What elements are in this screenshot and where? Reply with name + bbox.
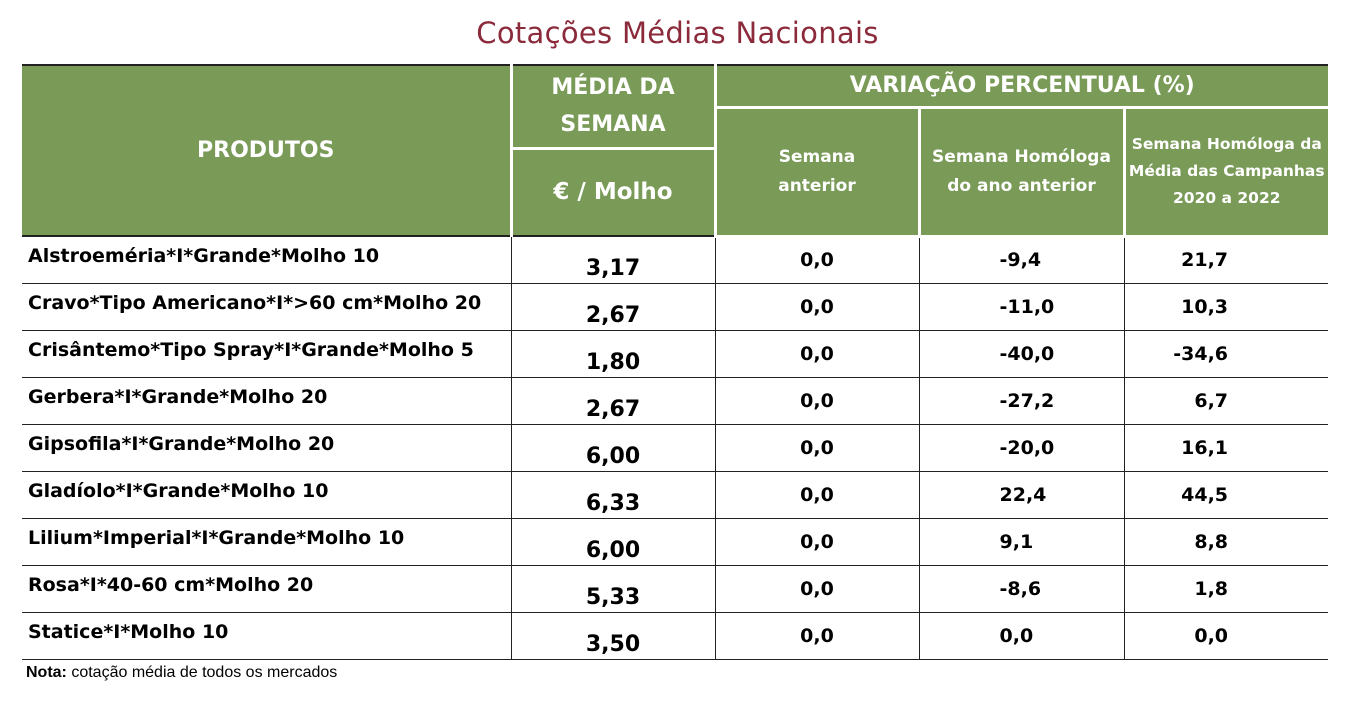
semana-anterior-value: 0,0 bbox=[714, 612, 919, 660]
product-name: Crisântemo*Tipo Spray*I*Grande*Molho 5 bbox=[22, 330, 511, 378]
table-row: Statice*I*Molho 10 3,50 0,0 0,0 0,0 bbox=[22, 612, 1329, 660]
semana-anterior-value: 0,0 bbox=[714, 330, 919, 378]
product-name: Statice*I*Molho 10 bbox=[22, 612, 511, 660]
table-row: Cravo*Tipo Americano*I*>60 cm*Molho 20 2,… bbox=[22, 283, 1329, 331]
footnote-label: Nota: bbox=[26, 664, 67, 681]
semana-homologa-value: -40,0 bbox=[918, 330, 1124, 378]
header-media-line2: SEMANA bbox=[560, 112, 666, 138]
media-semana-value: 3,50 bbox=[510, 612, 715, 660]
media-campanhas-value: -34,6 bbox=[1123, 330, 1329, 378]
footnote-text: cotação média de todos os mercados bbox=[66, 664, 338, 681]
table-row: Rosa*I*40-60 cm*Molho 20 5,33 0,0 -8,6 1,8 bbox=[22, 565, 1329, 613]
media-campanhas-value: 6,7 bbox=[1123, 377, 1329, 425]
prices-table: PRODUTOS MÉDIA DA SEMANA VARIAÇÃO PERCEN… bbox=[22, 64, 1329, 660]
media-campanhas-value: 21,7 bbox=[1123, 236, 1329, 284]
media-campanhas-value: 8,8 bbox=[1123, 518, 1329, 566]
semana-homologa-value: 9,1 bbox=[918, 518, 1124, 566]
product-name: Lilium*Imperial*I*Grande*Molho 10 bbox=[22, 518, 511, 566]
media-semana-value: 3,17 bbox=[510, 236, 715, 284]
media-campanhas-value: 10,3 bbox=[1123, 283, 1329, 331]
semana-anterior-value: 0,0 bbox=[714, 424, 919, 472]
header-media-semana: MÉDIA DA SEMANA bbox=[509, 64, 717, 149]
product-name: Gladíolo*I*Grande*Molho 10 bbox=[22, 471, 511, 519]
media-semana-value: 6,33 bbox=[510, 471, 715, 519]
semana-anterior-value: 0,0 bbox=[714, 565, 919, 613]
header-col1-line1: Semana bbox=[778, 146, 856, 167]
semana-homologa-value: 0,0 bbox=[918, 612, 1124, 660]
semana-anterior-value: 0,0 bbox=[714, 283, 919, 331]
semana-homologa-value: -11,0 bbox=[918, 283, 1124, 331]
product-name: Gerbera*I*Grande*Molho 20 bbox=[22, 377, 511, 425]
semana-homologa-value: -9,4 bbox=[918, 236, 1124, 284]
semana-anterior-value: 0,0 bbox=[714, 518, 919, 566]
header-col1-line2: anterior bbox=[778, 175, 856, 196]
header-col2-line1: Semana Homóloga bbox=[932, 146, 1111, 167]
header-unit: € / Molho bbox=[509, 146, 717, 237]
semana-anterior-value: 0,0 bbox=[714, 236, 919, 284]
semana-homologa-value: -8,6 bbox=[918, 565, 1124, 613]
page-title: Cotações Médias Nacionais bbox=[476, 16, 879, 50]
media-semana-value: 5,33 bbox=[510, 565, 715, 613]
product-name: Cravo*Tipo Americano*I*>60 cm*Molho 20 bbox=[22, 283, 511, 331]
table-row: Lilium*Imperial*I*Grande*Molho 10 6,00 0,0… bbox=[22, 518, 1329, 566]
media-semana-value: 6,00 bbox=[510, 424, 715, 472]
semana-homologa-value: -20,0 bbox=[918, 424, 1124, 472]
header-col3-line1: Semana Homóloga da bbox=[1131, 135, 1322, 153]
media-semana-value: 6,00 bbox=[510, 518, 715, 566]
table-row: Gipsofila*I*Grande*Molho 20 6,00 0,0 -20,0 1… bbox=[22, 424, 1329, 472]
header-semana-anterior: Semana anterior bbox=[713, 105, 921, 238]
table-row: Crisântemo*Tipo Spray*I*Grande*Molho 5 1,… bbox=[22, 330, 1329, 378]
header-col2-line2: do ano anterior bbox=[947, 175, 1096, 196]
semana-homologa-value: -27,2 bbox=[918, 377, 1124, 425]
table-row: Gladíolo*I*Grande*Molho 10 6,33 0,0 22,4 44,… bbox=[22, 471, 1329, 519]
table-row: Alstroeméria*I*Grande*Molho 10 3,17 0,0 -9,… bbox=[22, 236, 1329, 284]
media-campanhas-value: 0,0 bbox=[1123, 612, 1329, 660]
media-semana-value: 2,67 bbox=[510, 377, 715, 425]
table-row: Gerbera*I*Grande*Molho 20 2,67 0,0 -27,2 6,7 bbox=[22, 377, 1329, 425]
header-variacao: VARIAÇÃO PERCENTUAL (%) bbox=[713, 64, 1329, 109]
product-name: Gipsofila*I*Grande*Molho 20 bbox=[22, 424, 511, 472]
media-semana-value: 2,67 bbox=[510, 283, 715, 331]
header-produtos: PRODUTOS bbox=[22, 64, 513, 237]
media-campanhas-value: 16,1 bbox=[1123, 424, 1329, 472]
header-col3-line3: 2020 a 2022 bbox=[1173, 189, 1281, 207]
media-campanhas-value: 44,5 bbox=[1123, 471, 1329, 519]
header-col3-line2: Média das Campanhas bbox=[1128, 162, 1325, 180]
semana-anterior-value: 0,0 bbox=[714, 377, 919, 425]
header-media-line1: MÉDIA DA bbox=[551, 75, 675, 101]
header-semana-homologa: Semana Homóloga do ano anterior bbox=[917, 105, 1126, 238]
footnote: Nota: cotação média de todos os mercados bbox=[26, 664, 337, 682]
media-campanhas-value: 1,8 bbox=[1123, 565, 1329, 613]
semana-homologa-value: 22,4 bbox=[918, 471, 1124, 519]
product-name: Rosa*I*40-60 cm*Molho 20 bbox=[22, 565, 511, 613]
header-media-campanhas: Semana Homóloga da Média das Campanhas 2… bbox=[1122, 105, 1329, 238]
media-semana-value: 1,80 bbox=[510, 330, 715, 378]
product-name: Alstroeméria*I*Grande*Molho 10 bbox=[22, 236, 511, 284]
semana-anterior-value: 0,0 bbox=[714, 471, 919, 519]
